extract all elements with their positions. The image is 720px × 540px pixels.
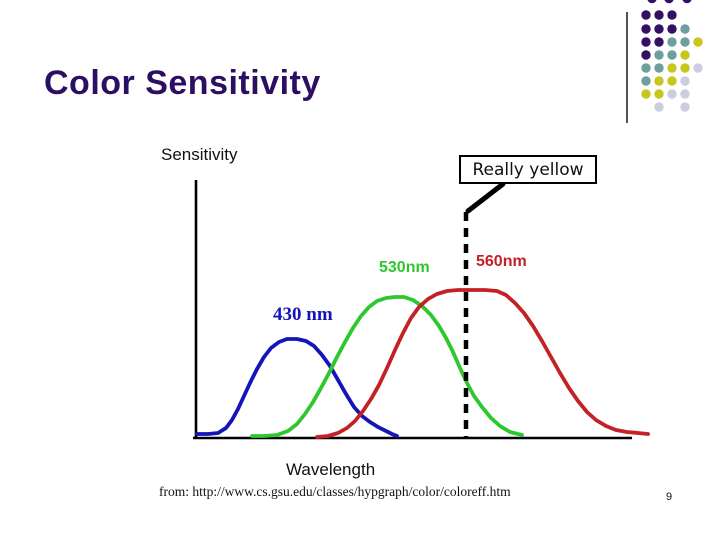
decor-dot [647, 0, 657, 4]
y-axis-label: Sensitivity [161, 145, 238, 164]
decor-dot [667, 89, 677, 99]
decor-dot [654, 102, 664, 112]
decor-dot [641, 37, 651, 47]
decor-dot [680, 89, 690, 99]
x-axis-label: Wavelength [286, 460, 376, 479]
decor-dot [680, 76, 690, 86]
decor-dot [641, 10, 651, 20]
curve-530nm [250, 295, 524, 438]
decor-dot [693, 37, 703, 47]
curve-label-430nm: 430 nm [273, 304, 333, 325]
decor-dot [641, 89, 651, 99]
decor-dot [680, 50, 690, 60]
page-number: 9 [666, 491, 673, 503]
decor-dot [641, 76, 651, 86]
decor-dot [682, 0, 692, 4]
page-title: Color Sensitivity [44, 64, 321, 102]
decor-dot [680, 37, 690, 47]
decor-dot [654, 10, 664, 20]
decor-dot [667, 76, 677, 86]
decor-dot [667, 10, 677, 20]
decor-dot [654, 89, 664, 99]
curve-label-560nm: 560nm [476, 253, 527, 270]
decor-dot [654, 37, 664, 47]
decor-dot [654, 24, 664, 34]
decor-dot [680, 24, 690, 34]
decor-dot [641, 63, 651, 73]
decor-dot [667, 63, 677, 73]
decor-dot [654, 76, 664, 86]
decor-dot [654, 50, 664, 60]
decor-dot [641, 24, 651, 34]
really-yellow-callout: Really yellow [459, 155, 597, 184]
curve-label-530nm: 530nm [379, 259, 430, 276]
decor-dot [680, 102, 690, 112]
decor-dot [664, 0, 674, 4]
decor-dot [667, 24, 677, 34]
decor-dot [667, 50, 677, 60]
decor-dot [667, 37, 677, 47]
curve-430nm [195, 337, 399, 438]
decor-dot [693, 63, 703, 73]
source-attribution: from: http://www.cs.gsu.edu/classes/hypg… [159, 484, 511, 499]
decor-dot [654, 63, 664, 73]
decor-dot [641, 50, 651, 60]
callout-leader-line [465, 181, 506, 214]
curve-560nm [315, 288, 650, 439]
decor-dot [680, 63, 690, 73]
